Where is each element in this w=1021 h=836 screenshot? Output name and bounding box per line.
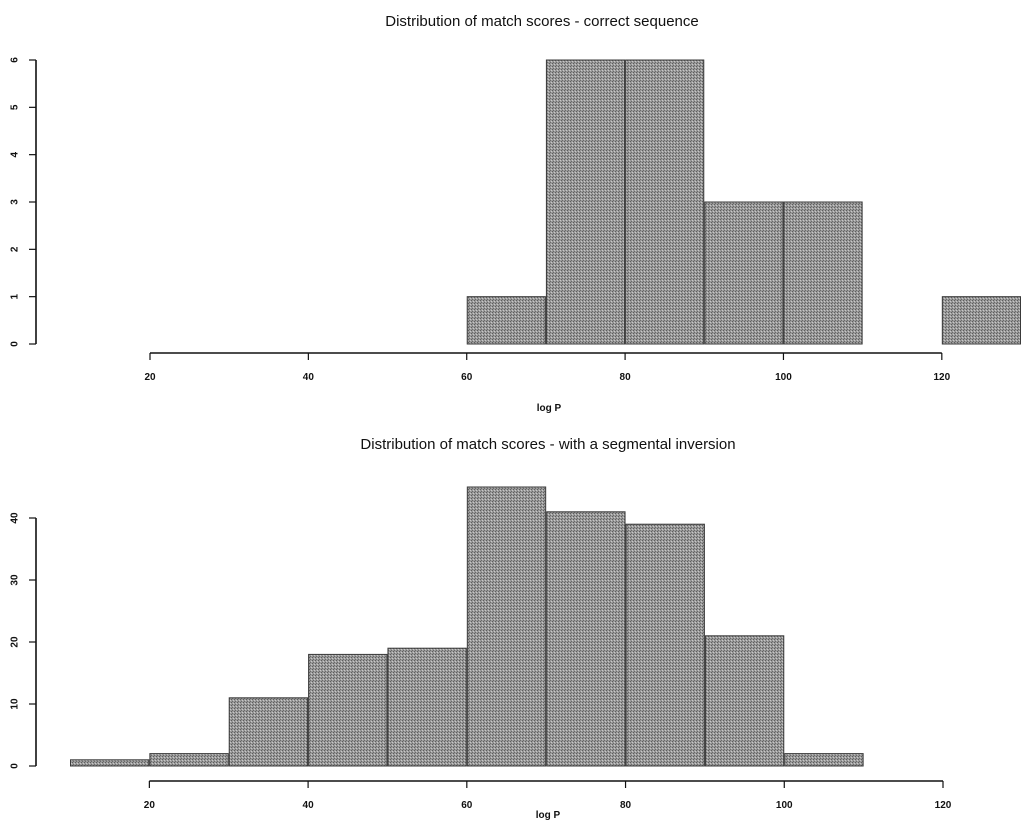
y-tick-label: 4 [10,151,21,157]
y-tick-label: 1 [10,293,21,299]
histogram-bar [466,296,546,345]
x-tick-label: 100 [775,372,792,383]
histogram-bar [466,486,547,767]
histogram-bar [228,697,309,767]
y-tick-label: 2 [10,246,21,252]
y-tick-label: 5 [10,104,21,110]
y-tick-label: 20 [10,636,21,648]
histogram-bar [704,201,784,345]
y-tick-label: 40 [10,512,21,524]
histogram-bar [70,759,150,767]
x-tick-label: 120 [933,372,950,383]
y-tick-label: 0 [10,763,21,769]
x-tick-label: 40 [303,800,315,811]
x-tick-label: 40 [303,372,315,383]
x-tick-label: 80 [620,800,632,811]
histogram-correct-sequence: Distribution of match scores - correct s… [10,13,1021,414]
histogram-bar [149,753,229,767]
chart-title: Distribution of match scores - with a se… [360,436,735,453]
y-tick-label: 0 [10,341,21,347]
x-axis-label: log P [536,810,561,821]
x-tick-label: 20 [144,800,156,811]
histogram-segmental-inversion: Distribution of match scores - with a se… [10,436,952,821]
y-tick-label: 6 [10,57,21,63]
x-tick-label: 80 [620,372,632,383]
y-tick-label: 30 [10,574,21,586]
histogram-bar [387,647,467,767]
histogram-bar [625,59,705,345]
x-tick-label: 100 [776,800,793,811]
histogram-bar [941,296,1021,345]
x-tick-label: 60 [461,372,473,383]
histogram-bar [704,635,785,767]
histogram-bar [308,653,388,767]
x-tick-label: 60 [461,800,473,811]
histogram-bar [545,59,626,345]
x-tick-label: 120 [935,800,952,811]
histogram-bar [783,201,863,345]
y-tick-label: 3 [10,199,21,205]
x-axis-label: log P [537,403,562,414]
histogram-bar [784,753,864,767]
x-tick-label: 20 [144,372,156,383]
chart-title: Distribution of match scores - correct s… [385,13,698,30]
histogram-bar [625,523,705,767]
y-tick-label: 10 [10,698,21,710]
histogram-bar [546,511,626,767]
